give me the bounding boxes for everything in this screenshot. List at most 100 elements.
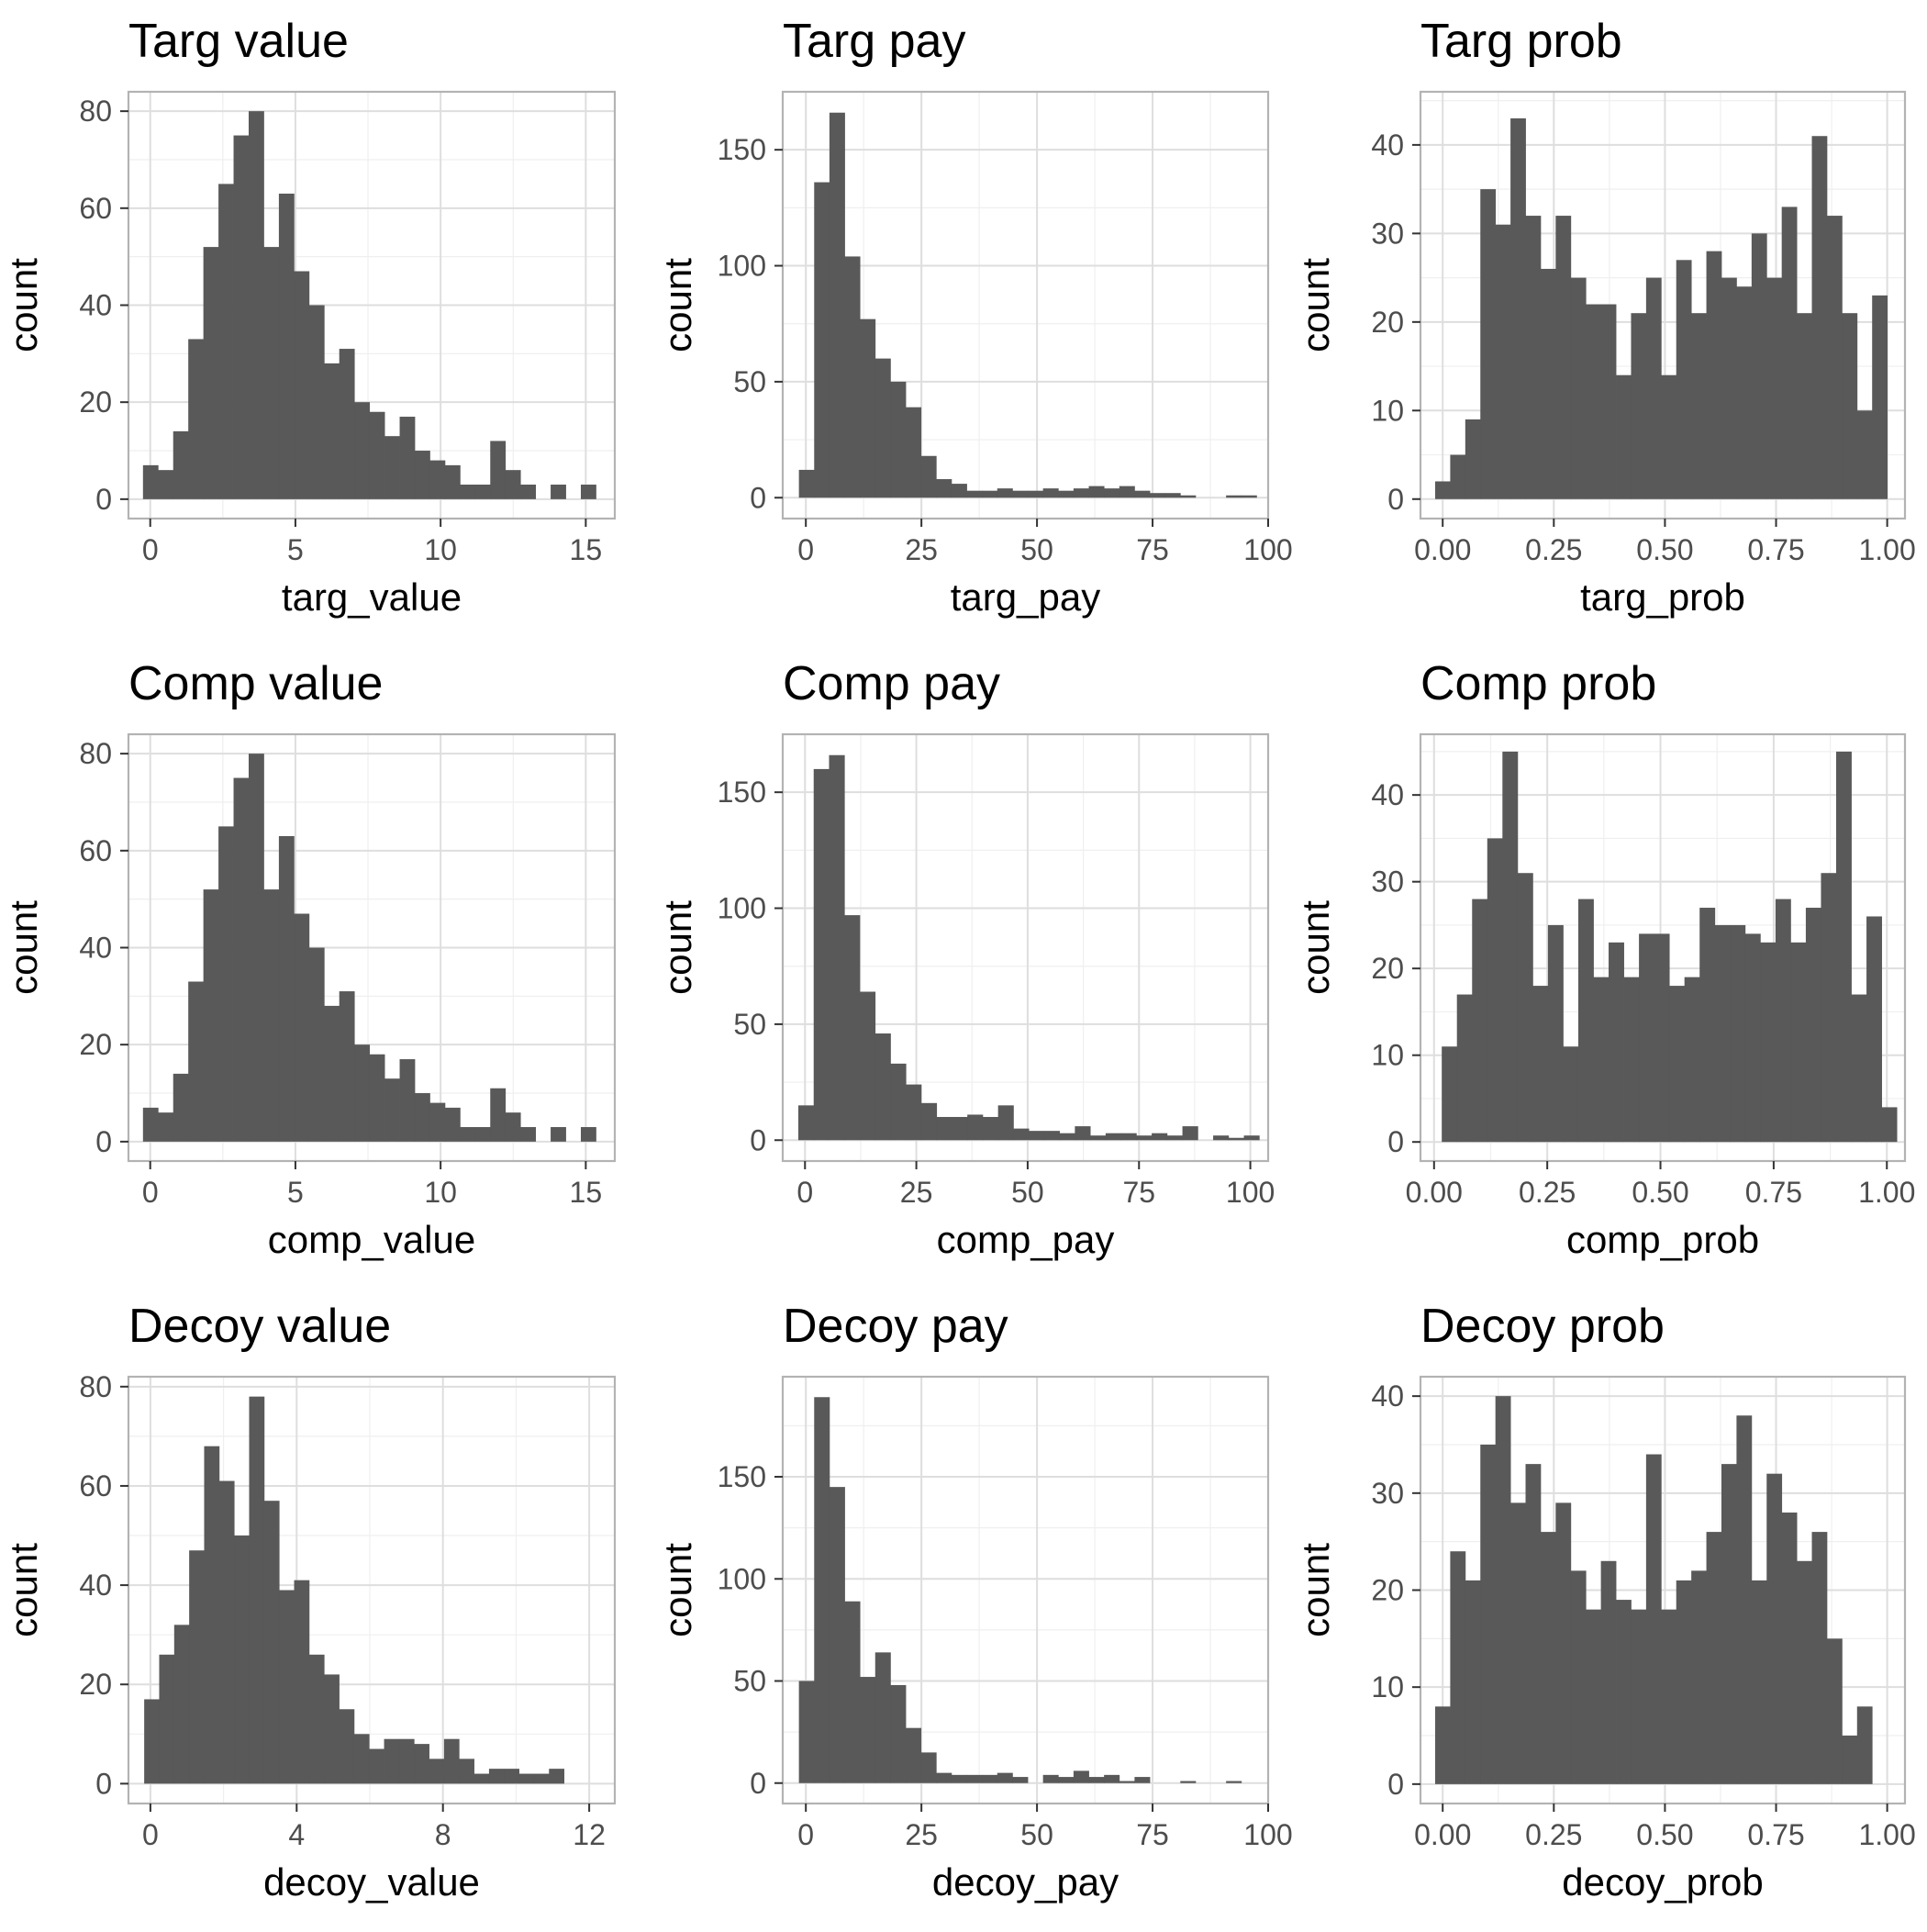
histogram-bar	[1028, 490, 1044, 498]
histogram-bar	[1593, 977, 1610, 1143]
histogram-bar	[906, 407, 922, 498]
histogram-bar	[1547, 924, 1564, 1143]
y-tick-label: 80	[79, 95, 112, 128]
y-axis-title: count	[1294, 1543, 1337, 1637]
histogram-bar	[551, 485, 566, 499]
panel-title: Comp value	[128, 657, 383, 710]
histogram-bar	[1760, 942, 1777, 1143]
histogram-bar	[1570, 1570, 1587, 1784]
histogram-bar	[218, 826, 234, 1142]
x-tick-label: 5	[287, 1176, 304, 1209]
histogram-bar	[429, 460, 446, 499]
y-axis-title: count	[1294, 258, 1337, 352]
histogram-bar	[1525, 216, 1542, 499]
histogram-bar	[1811, 136, 1828, 499]
histogram-bar	[1555, 216, 1572, 499]
histogram-bar	[218, 1480, 235, 1784]
histogram-bar	[936, 479, 952, 498]
histogram-bar	[324, 363, 340, 499]
histogram-bar	[952, 1116, 968, 1141]
histogram-bar	[384, 1078, 400, 1142]
histogram-bar	[1059, 1133, 1075, 1141]
histogram-bar	[874, 1033, 891, 1141]
histogram-bar	[308, 1654, 325, 1784]
histogram-bar	[324, 1005, 340, 1142]
y-tick-label: 20	[1371, 952, 1404, 985]
histogram-bar	[263, 889, 280, 1142]
panel-border	[127, 1375, 617, 1805]
y-tick-label: 100	[718, 1562, 766, 1595]
x-tick-label: 100	[1226, 1176, 1275, 1209]
histogram-bar	[580, 485, 596, 499]
y-tick-label: 0	[750, 1767, 766, 1800]
histogram-bar	[173, 1073, 189, 1142]
histogram-bar	[1669, 986, 1686, 1143]
y-tick-label: 20	[79, 385, 112, 419]
histogram-bar	[505, 1112, 521, 1142]
y-axis-title: count	[2, 900, 45, 995]
histogram-bar	[1631, 1609, 1647, 1784]
histogram-bar	[204, 1446, 220, 1784]
x-axis-title: targ_pay	[951, 575, 1100, 619]
histogram-bar	[1532, 986, 1549, 1143]
histogram-bar	[233, 777, 250, 1142]
histogram-bar	[798, 469, 815, 498]
y-tick-label: 0	[1387, 1768, 1404, 1801]
y-tick-label: 150	[718, 1460, 766, 1493]
histogram-bar	[1872, 295, 1888, 499]
histogram-bar	[203, 889, 219, 1142]
histogram-bar	[324, 1674, 340, 1784]
y-tick-label: 10	[1371, 394, 1404, 427]
histogram-bar	[520, 1127, 537, 1142]
histogram-bar	[203, 247, 219, 499]
y-tick-label: 50	[733, 1665, 766, 1698]
x-tick-label: 0.00	[1414, 533, 1471, 566]
x-tick-label: 8	[435, 1818, 451, 1851]
y-tick-label: 150	[718, 776, 766, 809]
histogram-bar	[997, 1772, 1013, 1783]
histogram-bar	[399, 1059, 416, 1142]
histogram-bar	[890, 1063, 907, 1141]
histogram-bar	[142, 1107, 159, 1142]
panel-title: Decoy value	[128, 1300, 391, 1353]
x-tick-label: 0.75	[1747, 1818, 1804, 1851]
histogram-bar	[1540, 268, 1556, 499]
histogram-bar	[518, 1773, 535, 1784]
histogram-bar	[1766, 1473, 1783, 1784]
histogram-bar	[829, 1487, 845, 1783]
x-tick-label: 0	[797, 1818, 814, 1851]
histogram-bar	[1851, 994, 1867, 1143]
y-tick-label: 30	[1371, 865, 1404, 899]
histogram-bar	[1721, 277, 1737, 499]
histogram-bar	[1465, 1580, 1481, 1784]
x-tick-label: 15	[570, 1176, 603, 1209]
x-tick-label: 75	[1136, 1818, 1169, 1851]
y-tick-label: 150	[718, 133, 766, 166]
panel-comp-prob: 0.00 0.25 0.50 0.75 1.00 0 10 20 30 40 Comp prob co…	[1294, 657, 1915, 1261]
histogram-bar	[444, 1107, 461, 1142]
histogram-bar	[1563, 1046, 1579, 1143]
histogram-bar	[1104, 488, 1120, 498]
histogram-bar	[1073, 488, 1089, 498]
histogram-bar	[1450, 454, 1466, 499]
x-tick-label: 50	[1011, 1176, 1044, 1209]
histogram-bar	[1797, 313, 1812, 499]
histogram-bar	[1088, 486, 1105, 498]
y-tick-label: 30	[1371, 217, 1404, 250]
histogram-bar	[982, 1116, 999, 1141]
histogram-bar	[920, 1102, 938, 1141]
histogram-bar	[504, 1769, 519, 1784]
y-tick-label: 0	[1387, 1125, 1404, 1158]
histogram-bar	[249, 1396, 265, 1784]
histogram-bar	[1676, 1580, 1692, 1784]
histogram-bar	[459, 1759, 474, 1784]
histogram-bar	[173, 1625, 190, 1784]
histogram-bar	[1736, 1415, 1753, 1784]
histogram-bar	[1699, 908, 1716, 1143]
histogram-bar	[1744, 933, 1761, 1143]
histogram-bar	[997, 1105, 1014, 1141]
histogram-bar	[339, 349, 355, 499]
histogram-bar	[444, 464, 461, 499]
histogram-bar	[1842, 1736, 1858, 1784]
y-tick-label: 60	[79, 834, 112, 867]
